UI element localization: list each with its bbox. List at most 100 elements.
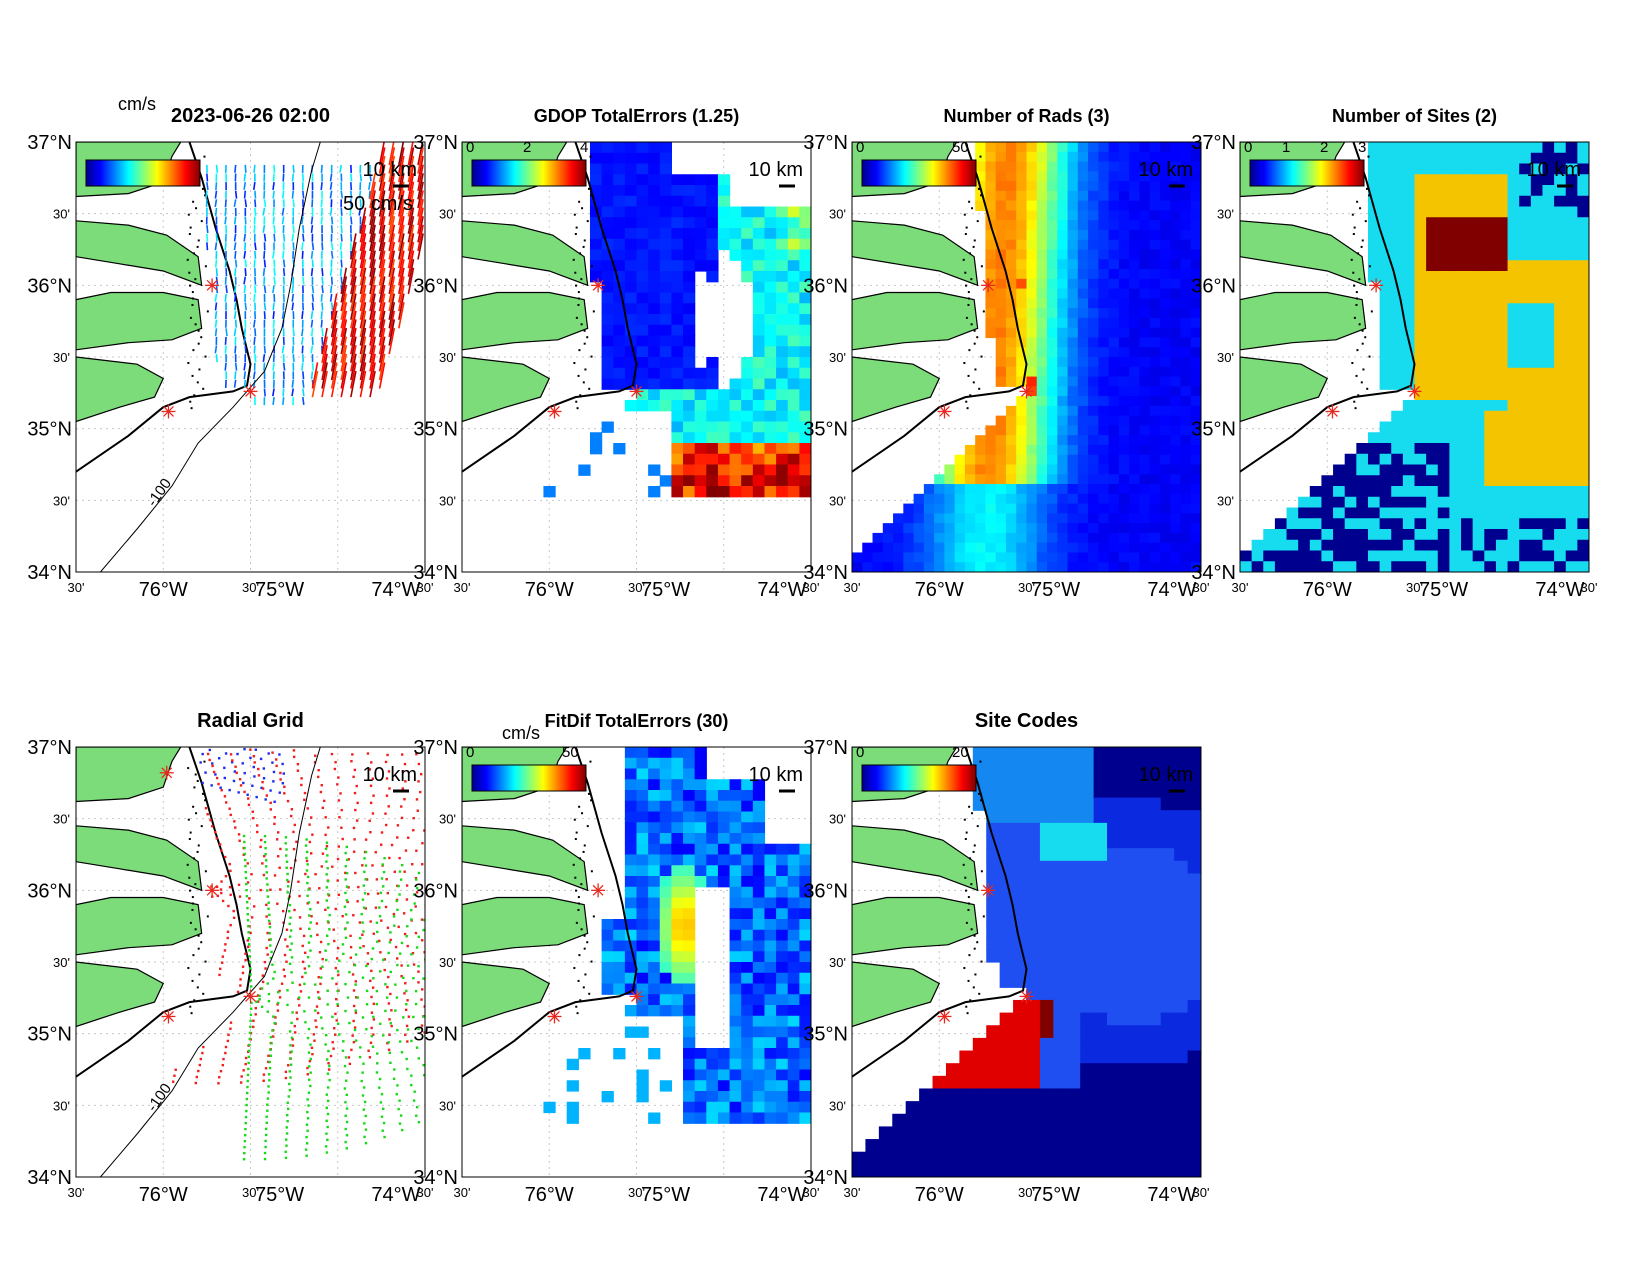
- data-cell: [601, 292, 614, 304]
- radial-point: [307, 888, 310, 891]
- vector-arrow: [214, 328, 218, 337]
- data-cell: [1005, 376, 1017, 387]
- data-cell: [1170, 513, 1182, 524]
- vector-arrow: [350, 276, 357, 303]
- data-cell: [799, 346, 811, 358]
- vector-arrow: [244, 164, 247, 173]
- data-cell: [1149, 151, 1161, 163]
- radial-point: [266, 1103, 269, 1106]
- lat-tick-label: 37°N: [803, 132, 848, 154]
- data-cell: [1159, 337, 1171, 348]
- vector-arrow: [224, 207, 227, 216]
- radial-point: [370, 1011, 374, 1014]
- radial-point: [224, 752, 228, 755]
- radial-point: [304, 1021, 307, 1024]
- data-cell: [1495, 238, 1509, 251]
- data-cell: [1159, 249, 1171, 260]
- vector-arrow: [378, 327, 386, 355]
- data-cell: [1118, 484, 1130, 495]
- radial-point: [329, 1054, 333, 1058]
- data-cell: [1437, 260, 1450, 272]
- data-cell: [985, 327, 997, 339]
- island-dot: [204, 799, 207, 802]
- data-cell: [1321, 475, 1334, 487]
- radial-point: [351, 753, 354, 756]
- radial-point: [305, 1142, 309, 1145]
- data-cell: [683, 185, 696, 197]
- data-cell: [1554, 507, 1567, 519]
- data-cell: [601, 940, 614, 952]
- radial-point: [247, 945, 250, 949]
- data-cell: [1108, 357, 1120, 368]
- vector-arrow: [281, 190, 285, 199]
- data-cell: [1026, 493, 1038, 505]
- radial-point: [405, 1024, 409, 1028]
- data-cell: [671, 400, 684, 412]
- data-cell: [985, 523, 997, 534]
- radial-point: [262, 873, 266, 877]
- data-cell: [1047, 142, 1058, 153]
- data-cell: [671, 421, 684, 433]
- vector-arrow: [369, 370, 376, 398]
- radial-point: [199, 1057, 203, 1061]
- vector-arrow: [252, 371, 256, 380]
- data-cell: [1565, 400, 1578, 412]
- data-cell: [1554, 486, 1567, 498]
- data-cell: [1108, 552, 1120, 563]
- data-cell: [1426, 389, 1439, 401]
- radial-point: [354, 871, 357, 875]
- data-cell: [1379, 324, 1392, 337]
- radial-point: [263, 1157, 267, 1161]
- radial-point: [394, 1009, 397, 1012]
- radial-point: [405, 1003, 408, 1006]
- data-cell: [1170, 308, 1182, 319]
- data-cell: [995, 435, 1007, 446]
- vector-arrow: [407, 216, 415, 243]
- island-dot: [206, 915, 209, 918]
- data-cell: [878, 1151, 893, 1165]
- data-cell: [1005, 405, 1017, 417]
- radial-point: [365, 964, 368, 968]
- radial-point: [356, 996, 359, 999]
- data-cell: [1180, 464, 1192, 475]
- data-cell: [1005, 532, 1017, 544]
- radial-point: [336, 1004, 340, 1007]
- data-cell: [1149, 542, 1161, 554]
- data-cell: [985, 484, 997, 495]
- data-cell: [613, 972, 626, 985]
- data-cell: [1449, 550, 1462, 562]
- data-cell: [1026, 513, 1038, 524]
- radial-point: [396, 908, 399, 912]
- data-cell: [1484, 550, 1497, 562]
- data-cell: [862, 562, 874, 572]
- data-cell: [1129, 425, 1141, 436]
- vector-arrow: [388, 190, 396, 217]
- radial-point: [303, 967, 307, 970]
- vector-arrow: [388, 302, 396, 329]
- data-cell: [852, 552, 863, 563]
- data-cell: [1088, 210, 1099, 221]
- data-cell: [1507, 324, 1520, 337]
- data-cell: [1414, 271, 1427, 283]
- vector-arrow: [253, 259, 256, 268]
- data-cell: [671, 335, 684, 347]
- data-cell: [787, 421, 800, 433]
- data-cell: [1170, 239, 1182, 251]
- radial-point: [266, 982, 269, 985]
- vector-arrow: [340, 327, 348, 355]
- radial-point: [374, 851, 377, 854]
- radial-point: [244, 1115, 248, 1119]
- radial-point: [390, 843, 394, 847]
- data-cell: [741, 919, 754, 931]
- vector-arrow: [321, 345, 328, 372]
- data-cell: [741, 865, 754, 877]
- data-cell: [624, 249, 638, 261]
- data-cell: [1190, 239, 1201, 251]
- radial-point: [317, 996, 320, 999]
- island-dot: [980, 265, 983, 268]
- radial-point: [307, 914, 311, 917]
- data-cell: [1047, 396, 1058, 407]
- data-cell: [1367, 271, 1381, 283]
- colorbar-tick-label: 3: [1358, 139, 1366, 156]
- data-cell: [1391, 206, 1404, 218]
